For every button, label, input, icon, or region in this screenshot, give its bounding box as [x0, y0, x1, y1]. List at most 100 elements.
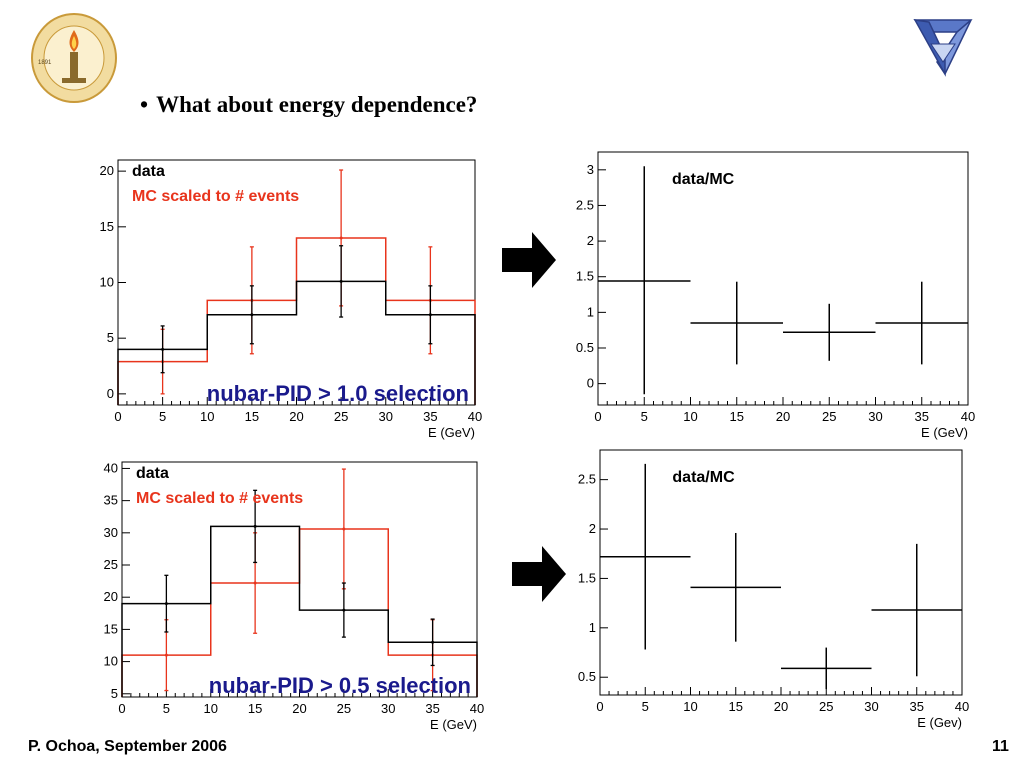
caltech-seal-icon: 1891 [31, 13, 117, 103]
y-tick-label: 5 [107, 330, 114, 345]
bullet-text: What about energy dependence? [156, 92, 478, 117]
legend-mc: MC scaled to # events [136, 490, 303, 507]
x-tick-label: 15 [245, 409, 259, 424]
svg-text:1891: 1891 [38, 60, 52, 66]
slide-bullet: • What about energy dependence? [140, 92, 477, 118]
selection-annotation: nubar-PID > 0.5 selection [209, 673, 471, 698]
x-tick-label: 20 [289, 409, 303, 424]
x-tick-label: 20 [292, 701, 306, 716]
x-tick-label: 5 [641, 409, 648, 424]
data-point [339, 236, 343, 240]
x-tick-label: 10 [683, 699, 697, 714]
x-tick-label: 35 [915, 409, 929, 424]
data-point [428, 313, 432, 317]
x-tick-label: 20 [776, 409, 790, 424]
x-tick-label: 25 [334, 409, 348, 424]
right-arrow-icon [512, 546, 566, 602]
x-tick-label: 30 [381, 701, 395, 716]
y-tick-label: 1 [587, 304, 594, 319]
x-tick-label: 15 [248, 701, 262, 716]
y-tick-label: 3 [587, 162, 594, 177]
x-tick-label: 40 [961, 409, 975, 424]
x-tick-label: 0 [114, 409, 121, 424]
y-tick-label: 40 [104, 460, 118, 475]
y-tick-label: 30 [104, 525, 118, 540]
x-tick-label: 30 [868, 409, 882, 424]
ratio-label: data/MC [672, 171, 735, 188]
y-tick-label: 0.5 [578, 669, 596, 684]
x-tick-label: 10 [683, 409, 697, 424]
y-tick-label: 5 [111, 686, 118, 701]
x-tick-label: 5 [642, 699, 649, 714]
y-tick-label: 1.5 [576, 269, 594, 284]
x-tick-label: 40 [470, 701, 484, 716]
x-tick-label: 25 [822, 409, 836, 424]
y-tick-label: 0 [587, 376, 594, 391]
x-tick-label: 20 [774, 699, 788, 714]
x-tick-label: 5 [159, 409, 166, 424]
x-tick-label: 40 [468, 409, 482, 424]
data-point [253, 581, 257, 585]
x-tick-label: 0 [594, 409, 601, 424]
data-point [161, 347, 165, 351]
x-tick-label: 15 [730, 409, 744, 424]
x-axis-label: E (GeV) [921, 425, 968, 440]
y-tick-label: 15 [100, 219, 114, 234]
x-tick-label: 10 [204, 701, 218, 716]
x-tick-label: 0 [596, 699, 603, 714]
y-tick-label: 0.5 [576, 340, 594, 355]
x-tick-label: 5 [163, 701, 170, 716]
x-tick-label: 30 [379, 409, 393, 424]
data-point [342, 527, 346, 531]
right-arrow-icon [502, 232, 556, 288]
x-axis-label: E (GeV) [430, 717, 477, 732]
hist-step-mc [117, 237, 476, 405]
ratio-label: data/MC [672, 469, 735, 486]
data-point [342, 608, 346, 612]
y-tick-label: 2.5 [576, 197, 594, 212]
data-point [250, 313, 254, 317]
y-tick-label: 2 [587, 233, 594, 248]
x-tick-label: 0 [118, 701, 125, 716]
data-point [431, 640, 435, 644]
selection-annotation: nubar-PID > 1.0 selection [207, 381, 469, 406]
ratio-chart-bottom: 0 5 10 15 20 25 30 35 40 0.5 1 1.5 2 2.5 E (Gev) data/M… [578, 449, 969, 730]
y-tick-label: 10 [104, 654, 118, 669]
data-point [164, 653, 168, 657]
y-tick-label: 10 [100, 275, 114, 290]
data-point [164, 602, 168, 606]
y-tick-label: 2 [589, 521, 596, 536]
hist-step-data [121, 525, 478, 697]
minos-triangle-logo-icon [913, 19, 973, 77]
x-axis-label: E (GeV) [428, 425, 475, 440]
page-number: 11 [992, 738, 1009, 755]
footer-author-date: P. Ochoa, September 2006 [28, 738, 227, 755]
x-tick-label: 25 [337, 701, 351, 716]
x-tick-label: 30 [864, 699, 878, 714]
histogram-chart-top: 0 5 10 15 20 25 30 35 40 0 5 10 15 20 E (GeV) data MC sc… [100, 159, 482, 440]
y-tick-label: 20 [100, 163, 114, 178]
y-tick-label: 2.5 [578, 472, 596, 487]
legend-data: data [132, 163, 165, 180]
y-tick-label: 20 [104, 589, 118, 604]
data-point [339, 279, 343, 283]
y-tick-label: 1 [589, 620, 596, 635]
x-tick-label: 35 [425, 701, 439, 716]
x-tick-label: 40 [955, 699, 969, 714]
plot-frame [597, 151, 969, 406]
data-point [253, 524, 257, 528]
bullet-dot: • [140, 92, 149, 117]
x-tick-label: 35 [423, 409, 437, 424]
y-tick-label: 1.5 [578, 570, 596, 585]
x-tick-label: 25 [819, 699, 833, 714]
x-tick-label: 10 [200, 409, 214, 424]
y-tick-label: 35 [104, 493, 118, 508]
y-tick-label: 0 [107, 386, 114, 401]
y-tick-label: 25 [104, 557, 118, 572]
legend-mc: MC scaled to # events [132, 188, 299, 205]
legend-data: data [136, 465, 169, 482]
x-tick-label: 15 [729, 699, 743, 714]
x-tick-label: 35 [910, 699, 924, 714]
plot-frame [599, 449, 963, 696]
